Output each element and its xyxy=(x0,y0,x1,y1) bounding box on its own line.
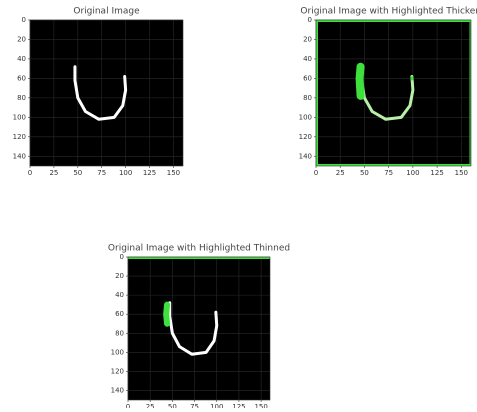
y-tick-label: 60 xyxy=(17,74,26,82)
x-tick-label: 50 xyxy=(73,169,82,177)
y-tick-label: 100 xyxy=(299,113,312,121)
x-tick-label: 75 xyxy=(190,403,199,408)
x-tick-label: 150 xyxy=(167,169,180,177)
y-tick-label: 80 xyxy=(115,329,124,337)
chart-title: Original Image with Highlighted Thinned xyxy=(108,244,290,254)
highlight xyxy=(166,305,167,324)
x-tick-label: 50 xyxy=(360,169,369,177)
y-tick-label: 120 xyxy=(111,367,124,375)
x-tick-label: 150 xyxy=(455,169,468,177)
x-tick-label: 25 xyxy=(336,169,345,177)
chart-title: Original Image xyxy=(73,7,140,17)
highlight xyxy=(360,67,361,96)
x-tick-label: 150 xyxy=(254,403,267,408)
y-tick-label: 120 xyxy=(299,133,312,141)
x-tick-label: 100 xyxy=(210,403,223,408)
x-tick-label: 125 xyxy=(143,169,156,177)
y-tick-label: 0 xyxy=(22,16,26,24)
y-tick-label: 80 xyxy=(303,94,312,102)
x-tick-label: 25 xyxy=(146,403,155,408)
figure: Original Image 0 25 50 75 100 125 150 0 20 40 60 80 1… xyxy=(0,0,477,408)
y-tick-label: 20 xyxy=(17,35,26,43)
y-tick-label: 40 xyxy=(303,55,312,63)
x-tick-label: 0 xyxy=(314,169,318,177)
y-tick-label: 100 xyxy=(13,113,26,121)
chart-title: Original Image with Highlighted Thickene xyxy=(300,7,477,17)
x-tick-label: 125 xyxy=(430,169,443,177)
x-tick-label: 125 xyxy=(232,403,245,408)
y-tick-label: 0 xyxy=(120,253,124,261)
y-tick-label: 140 xyxy=(111,386,124,394)
y-tick-label: 0 xyxy=(308,16,312,24)
x-tick-label: 0 xyxy=(28,169,32,177)
y-tick-label: 60 xyxy=(303,74,312,82)
y-tick-label: 140 xyxy=(13,152,26,160)
x-tick-label: 0 xyxy=(126,403,130,408)
x-tick-label: 75 xyxy=(97,169,106,177)
y-tick-label: 120 xyxy=(13,133,26,141)
y-tick-label: 140 xyxy=(299,152,312,160)
x-tick-label: 100 xyxy=(406,169,419,177)
y-tick-label: 40 xyxy=(115,291,124,299)
y-tick-label: 40 xyxy=(17,55,26,63)
x-tick-label: 75 xyxy=(384,169,393,177)
y-tick-label: 80 xyxy=(17,94,26,102)
y-tick-label: 60 xyxy=(115,310,124,318)
y-tick-label: 20 xyxy=(303,35,312,43)
x-tick-label: 25 xyxy=(49,169,58,177)
x-tick-label: 50 xyxy=(168,403,177,408)
image xyxy=(316,20,471,166)
image xyxy=(128,257,270,400)
y-tick-label: 20 xyxy=(115,272,124,280)
x-tick-label: 100 xyxy=(119,169,132,177)
image xyxy=(30,20,183,166)
y-tick-label: 100 xyxy=(111,348,124,356)
